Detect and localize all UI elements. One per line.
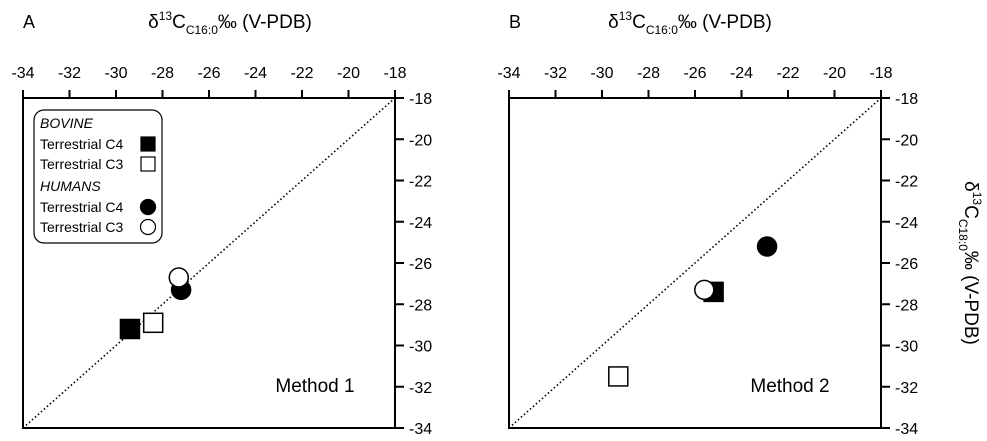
x-tick-label: -32	[58, 65, 81, 82]
y-tick-label: -20	[409, 132, 432, 149]
legend-entry-label: Terrestrial C4	[40, 199, 123, 215]
legend-entry-label: Terrestrial C3	[40, 156, 123, 172]
x-tick-label: -20	[337, 65, 360, 82]
x-axis-title: δ13CC16:0‰ (V-PDB)	[608, 9, 772, 37]
legend-marker-filled-circle	[139, 198, 157, 216]
y-tick-label: -26	[409, 256, 432, 273]
x-tick-label: -34	[497, 65, 520, 82]
x-tick-label: -28	[151, 65, 174, 82]
data-point-bovine-filled-square	[119, 318, 141, 340]
legend-marker-filled-square	[140, 136, 156, 152]
legend: BOVINE Terrestrial C4 Terrestrial C3 HUMANS…	[33, 109, 163, 244]
y-tick-label: -24	[409, 215, 432, 232]
legend-group-title: BOVINE	[40, 115, 94, 131]
panel-letter: A	[23, 12, 35, 32]
y-tick-label: -24	[895, 215, 918, 232]
legend-box	[33, 109, 163, 244]
data-point-bovine-open-square	[142, 312, 164, 334]
x-tick-label: -18	[869, 65, 892, 82]
y-tick-label: -26	[895, 256, 918, 273]
y-tick-label: -34	[409, 421, 432, 438]
x-tick-label: -22	[776, 65, 799, 82]
x-tick-label: -20	[823, 65, 846, 82]
identity-line	[22, 97, 396, 429]
method-annotation: Method 2	[750, 376, 829, 397]
data-point-humans-filled-circle	[756, 236, 778, 257]
data-point-humans-open-circle	[168, 267, 190, 288]
x-tick-label: -18	[383, 65, 406, 82]
y-tick-label: -32	[409, 380, 432, 397]
y-tick-label: -18	[409, 91, 432, 108]
y-tick-label: -32	[895, 380, 918, 397]
y-tick-label: -28	[409, 297, 432, 314]
x-tick-label: -32	[544, 65, 567, 82]
y-tick-label: -20	[895, 132, 918, 149]
legend-entry-label: Terrestrial C4	[40, 136, 123, 152]
legend-entry-label: Terrestrial C3	[40, 219, 123, 235]
y-tick-label: -30	[895, 339, 918, 356]
x-tick-label: -26	[683, 65, 706, 82]
x-tick-label: -24	[730, 65, 753, 82]
legend-group-title: HUMANS	[40, 178, 101, 194]
y-tick-label: -34	[895, 421, 918, 438]
x-tick-label: -30	[590, 65, 613, 82]
panel-letter: B	[509, 12, 521, 32]
data-point-humans-open-circle	[694, 279, 715, 301]
y-tick-label: -22	[409, 174, 432, 191]
method-annotation: Method 1	[275, 376, 354, 397]
data-point-bovine-open-square	[608, 366, 629, 387]
legend-marker-open-square	[140, 156, 156, 172]
x-tick-label: -26	[197, 65, 220, 82]
x-tick-label: -28	[637, 65, 660, 82]
identity-line	[508, 97, 882, 429]
y-tick-label: -28	[895, 297, 918, 314]
legend-marker-open-circle	[139, 218, 157, 236]
x-axis-title: δ13CC16:0‰ (V-PDB)	[148, 9, 312, 37]
y-tick-label: -22	[895, 174, 918, 191]
x-tick-label: -34	[11, 65, 34, 82]
x-tick-label: -24	[244, 65, 267, 82]
y-axis-title: δ13CC18:0‰ (V-PDB)	[956, 181, 984, 345]
x-tick-label: -30	[104, 65, 127, 82]
y-tick-label: -30	[409, 339, 432, 356]
y-tick-label: -18	[895, 91, 918, 108]
x-tick-label: -22	[290, 65, 313, 82]
